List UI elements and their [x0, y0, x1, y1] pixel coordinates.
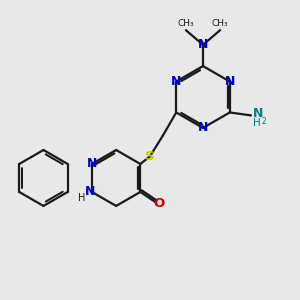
Text: 2: 2	[262, 117, 266, 126]
Text: H: H	[78, 193, 85, 203]
Text: CH₃: CH₃	[178, 19, 194, 28]
Text: N: N	[85, 185, 96, 199]
Text: N: N	[253, 106, 264, 119]
Text: CH₃: CH₃	[212, 19, 228, 28]
Text: O: O	[154, 197, 165, 210]
Text: N: N	[171, 75, 181, 88]
Text: N: N	[198, 38, 208, 51]
Text: N: N	[87, 158, 97, 170]
Text: N: N	[198, 122, 208, 134]
Text: S: S	[145, 150, 154, 163]
Text: H: H	[253, 118, 261, 128]
Text: N: N	[225, 75, 235, 88]
